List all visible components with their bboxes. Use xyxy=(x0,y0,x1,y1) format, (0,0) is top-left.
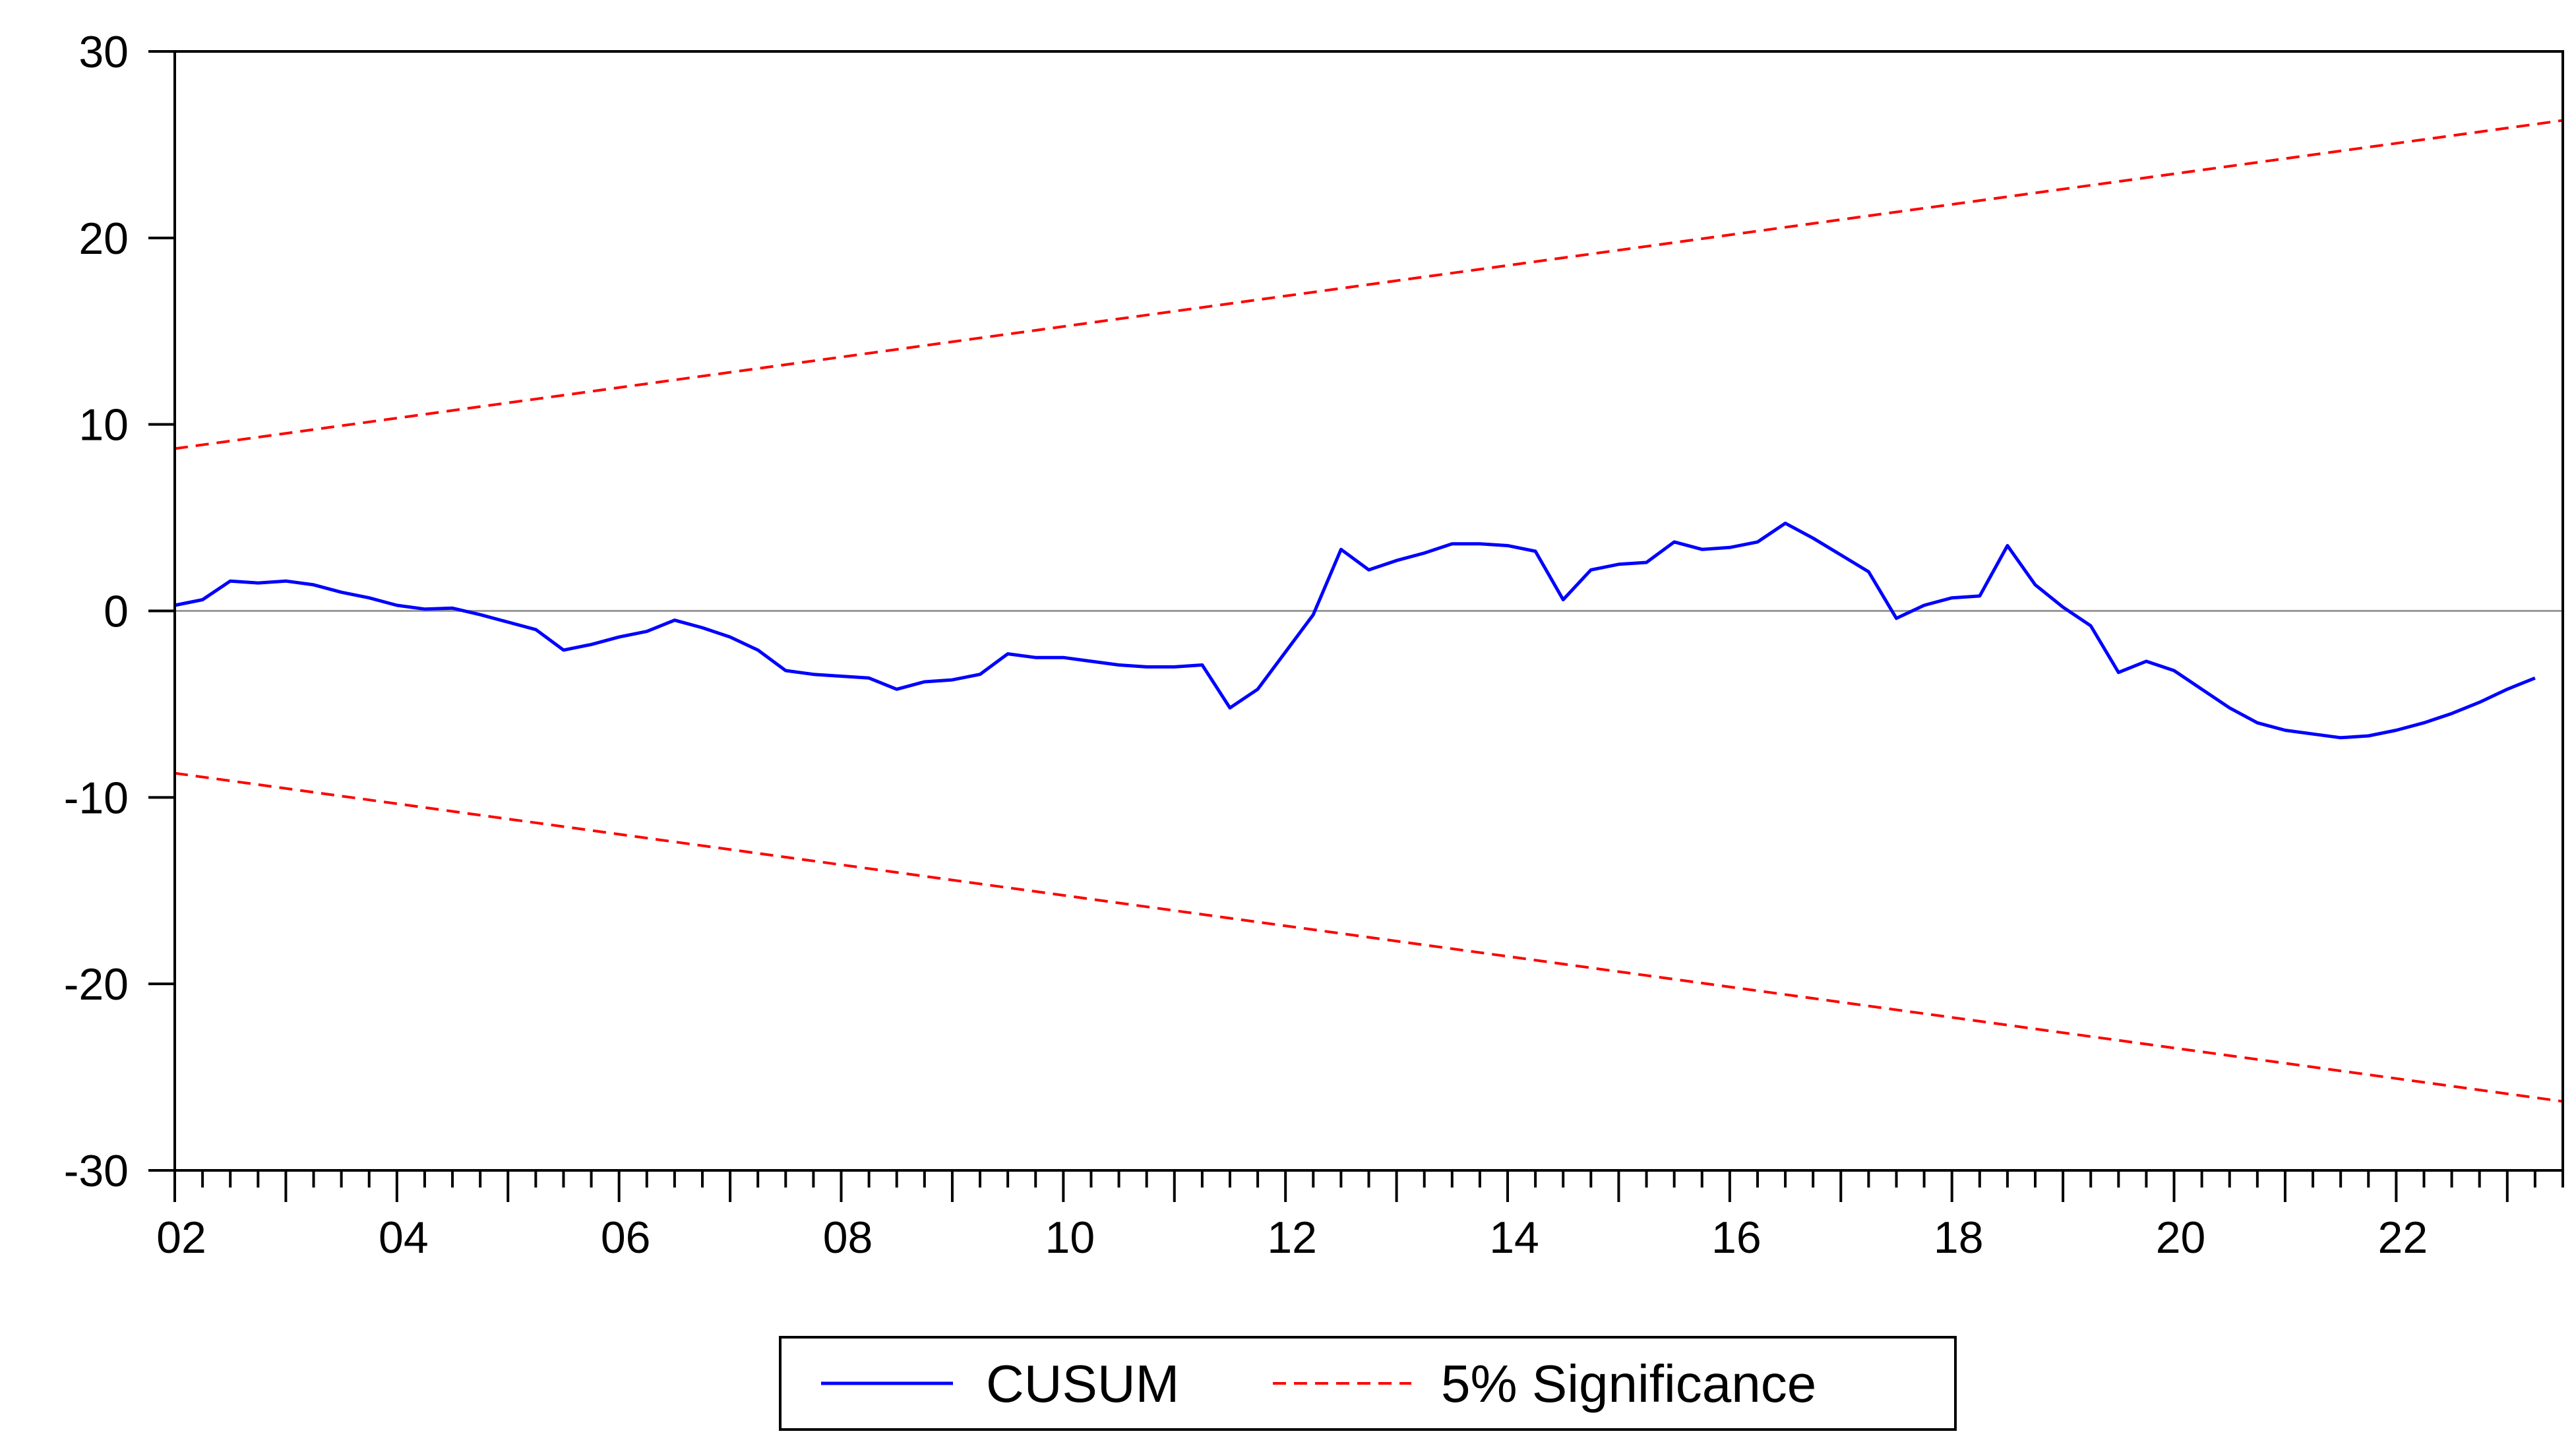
y-tick-label: -20 xyxy=(64,959,129,1009)
y-axis-ticks: 30 20 10 0 -10 -20 -30 xyxy=(64,27,175,1196)
x-tick-label: 12 xyxy=(1267,1213,1317,1263)
plot-series xyxy=(174,119,2563,1103)
significance-lower-line xyxy=(174,771,2563,1103)
x-tick-label: 14 xyxy=(1489,1213,1539,1263)
x-tick-label: 02 xyxy=(156,1213,206,1263)
y-tick-label: 30 xyxy=(78,27,129,77)
x-tick-label: 10 xyxy=(1045,1213,1095,1263)
y-tick-label: 0 xyxy=(104,587,129,637)
x-tick-label: 18 xyxy=(1934,1213,1984,1263)
x-tick-label: 22 xyxy=(2378,1213,2428,1263)
cusum-line xyxy=(174,522,2536,740)
y-tick-label: -30 xyxy=(64,1146,129,1196)
x-tick-label: 04 xyxy=(379,1213,429,1263)
y-tick-label: -10 xyxy=(64,773,129,823)
y-tick-label: 10 xyxy=(78,400,129,450)
x-tick-label: 20 xyxy=(2156,1213,2206,1263)
x-tick-label: 16 xyxy=(1711,1213,1762,1263)
significance-upper-line xyxy=(174,119,2563,450)
x-tick-label: 06 xyxy=(601,1213,651,1263)
plot-frame xyxy=(173,50,2564,1172)
legend: CUSUM 5% Significance xyxy=(779,1336,1957,1431)
y-tick-label: 20 xyxy=(78,214,129,264)
legend-label-significance: 5% Significance xyxy=(1441,1354,1816,1413)
legend-label-cusum: CUSUM xyxy=(986,1354,1179,1413)
x-axis-ticks: 02 04 06 08 10 12 14 16 18 20 22 xyxy=(156,1170,2564,1263)
x-tick-label: 08 xyxy=(823,1213,873,1263)
